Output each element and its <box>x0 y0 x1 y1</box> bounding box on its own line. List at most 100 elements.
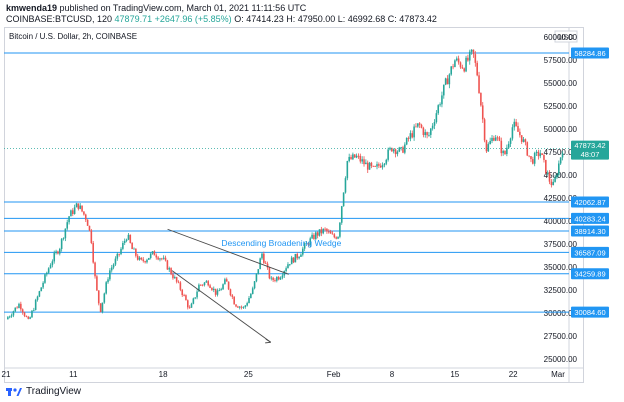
candle-body <box>157 257 159 260</box>
level-price-badge <box>571 212 609 224</box>
candle-body <box>355 155 358 158</box>
candle-body <box>123 240 126 244</box>
candle-body <box>129 234 132 243</box>
candle-body <box>183 295 185 296</box>
candle-body <box>522 139 525 142</box>
candle-body <box>415 126 417 128</box>
candle-body <box>507 143 510 148</box>
candle-body <box>309 238 312 246</box>
candle-body <box>257 269 260 274</box>
candle-body <box>372 165 375 167</box>
candle-body <box>220 289 222 291</box>
candle-body <box>181 289 184 296</box>
candle-body <box>174 277 176 279</box>
candle-body <box>253 281 256 289</box>
candle-body <box>81 205 83 212</box>
candle-body <box>480 93 482 106</box>
level-price-label: 30084.60 <box>574 308 605 317</box>
candle-body <box>166 260 169 270</box>
candle-body <box>101 302 104 313</box>
candle-body <box>14 307 17 312</box>
candle-body <box>20 303 22 310</box>
candle-body <box>33 309 35 311</box>
y-tick-label: 52500.00 <box>544 102 578 111</box>
username[interactable]: kmwenda19 <box>6 3 58 13</box>
candle-body <box>96 276 98 291</box>
candle-body <box>68 216 70 223</box>
y-tick-label: 35000.00 <box>544 263 578 272</box>
currency-label: USD <box>558 33 574 42</box>
candle-body <box>25 315 28 317</box>
candle-body <box>528 155 530 157</box>
candle-body <box>459 62 462 68</box>
ohlc-values: O: 47414.23 H: 47950.00 L: 46992.68 C: 4… <box>234 14 437 24</box>
candle-body <box>559 157 562 164</box>
level-price-badge <box>571 47 609 59</box>
candle-body <box>229 289 232 296</box>
candle-body <box>502 150 504 154</box>
candle-body <box>250 293 252 298</box>
candle-body <box>561 153 564 158</box>
tradingview-brand[interactable]: TradingView <box>26 386 82 397</box>
candle-body <box>194 297 197 299</box>
candle-body <box>404 144 406 153</box>
candle-body <box>266 263 269 268</box>
candle-body <box>411 133 414 138</box>
candle-body <box>387 149 389 160</box>
candle-body <box>53 253 56 262</box>
candle-body <box>344 178 347 193</box>
candle-body <box>55 251 57 254</box>
candle-body <box>500 140 503 154</box>
candle-body <box>326 228 328 232</box>
candle-body <box>506 147 508 155</box>
candle-body <box>116 253 119 259</box>
candle-body <box>270 277 273 279</box>
candle-body <box>162 257 165 259</box>
candle-body <box>103 293 106 303</box>
candle-body <box>316 232 319 236</box>
candle-body <box>218 290 221 292</box>
candle-body <box>199 284 202 286</box>
candle-body <box>31 310 33 318</box>
candle-body <box>86 219 89 226</box>
candle-body <box>554 177 556 182</box>
candle-body <box>227 281 230 290</box>
candle-body <box>524 139 527 143</box>
candle-body <box>240 306 243 308</box>
candle-body <box>435 113 438 123</box>
wedge-lower-trendline[interactable] <box>171 270 272 343</box>
y-tick-label: 40000.00 <box>544 217 578 226</box>
candle-body <box>277 276 280 280</box>
candle-body <box>51 261 54 266</box>
candle-body <box>292 257 295 263</box>
x-tick-label: 22 <box>509 370 518 379</box>
x-tick-label: 25 <box>244 370 253 379</box>
candle-body <box>314 232 317 240</box>
candle-body <box>346 161 349 179</box>
currency-box <box>554 30 578 43</box>
candle-body <box>40 287 43 292</box>
last-price-axis-label: 47873.42 <box>574 141 605 150</box>
candle-body <box>114 258 117 265</box>
candle-body <box>491 137 493 142</box>
candle-body <box>281 275 284 278</box>
candle-body <box>127 234 130 240</box>
level-price-label: 36587.09 <box>574 248 605 257</box>
wedge-upper-trendline[interactable] <box>167 228 289 275</box>
publish-header: kmwenda19 published on TradingView.com, … <box>6 3 306 13</box>
candle-body <box>465 57 467 72</box>
level-price-badge <box>571 225 609 237</box>
candle-body <box>541 153 543 155</box>
candle-body <box>177 281 180 283</box>
candle-body <box>99 303 102 313</box>
candle-body <box>10 315 13 317</box>
candle-body <box>300 254 302 257</box>
candle-body <box>84 214 87 220</box>
candle-body <box>231 295 234 297</box>
candle-body <box>504 150 506 155</box>
y-tick-label: 45000.00 <box>544 171 578 180</box>
candle-body <box>394 149 397 155</box>
y-tick-label: 37500.00 <box>544 240 578 249</box>
candle-body <box>120 248 122 255</box>
